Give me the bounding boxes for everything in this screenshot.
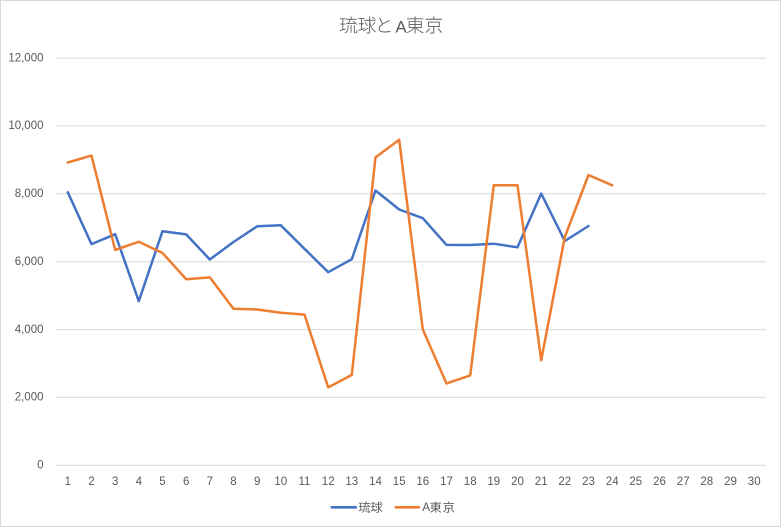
svg-text:4: 4: [136, 476, 143, 488]
svg-text:22: 22: [558, 476, 571, 488]
svg-text:A: A: [422, 501, 430, 514]
svg-text:27: 27: [677, 476, 690, 488]
svg-text:10: 10: [274, 476, 287, 488]
svg-text:16: 16: [416, 476, 429, 488]
svg-text:24: 24: [606, 476, 619, 488]
svg-text:23: 23: [582, 476, 595, 488]
svg-text:10,000: 10,000: [8, 120, 43, 132]
svg-text:25: 25: [629, 476, 642, 488]
svg-text:1: 1: [65, 476, 71, 488]
svg-text:9: 9: [254, 476, 260, 488]
svg-text:12: 12: [322, 476, 335, 488]
svg-text:8,000: 8,000: [15, 188, 44, 200]
svg-text:18: 18: [464, 476, 477, 488]
svg-text:14: 14: [369, 476, 382, 488]
svg-text:2: 2: [88, 476, 94, 488]
svg-text:29: 29: [724, 476, 737, 488]
svg-text:6,000: 6,000: [15, 256, 44, 268]
svg-text:13: 13: [345, 476, 358, 488]
svg-text:15: 15: [393, 476, 406, 488]
svg-text:20: 20: [511, 476, 524, 488]
svg-text:12,000: 12,000: [8, 52, 43, 64]
svg-text:A: A: [396, 18, 407, 36]
svg-text:3: 3: [112, 476, 118, 488]
svg-text:17: 17: [440, 476, 453, 488]
svg-text:5: 5: [159, 476, 165, 488]
svg-text:2,000: 2,000: [15, 392, 44, 404]
svg-text:11: 11: [299, 476, 311, 488]
svg-text:26: 26: [653, 476, 666, 488]
svg-text:4,000: 4,000: [15, 324, 44, 336]
svg-text:30: 30: [748, 476, 761, 488]
svg-text:21: 21: [535, 476, 548, 488]
svg-text:19: 19: [487, 476, 500, 488]
svg-text:0: 0: [37, 460, 43, 472]
svg-text:6: 6: [183, 476, 189, 488]
svg-text:8: 8: [230, 476, 236, 488]
svg-text:28: 28: [700, 476, 713, 488]
svg-text:7: 7: [207, 476, 213, 488]
